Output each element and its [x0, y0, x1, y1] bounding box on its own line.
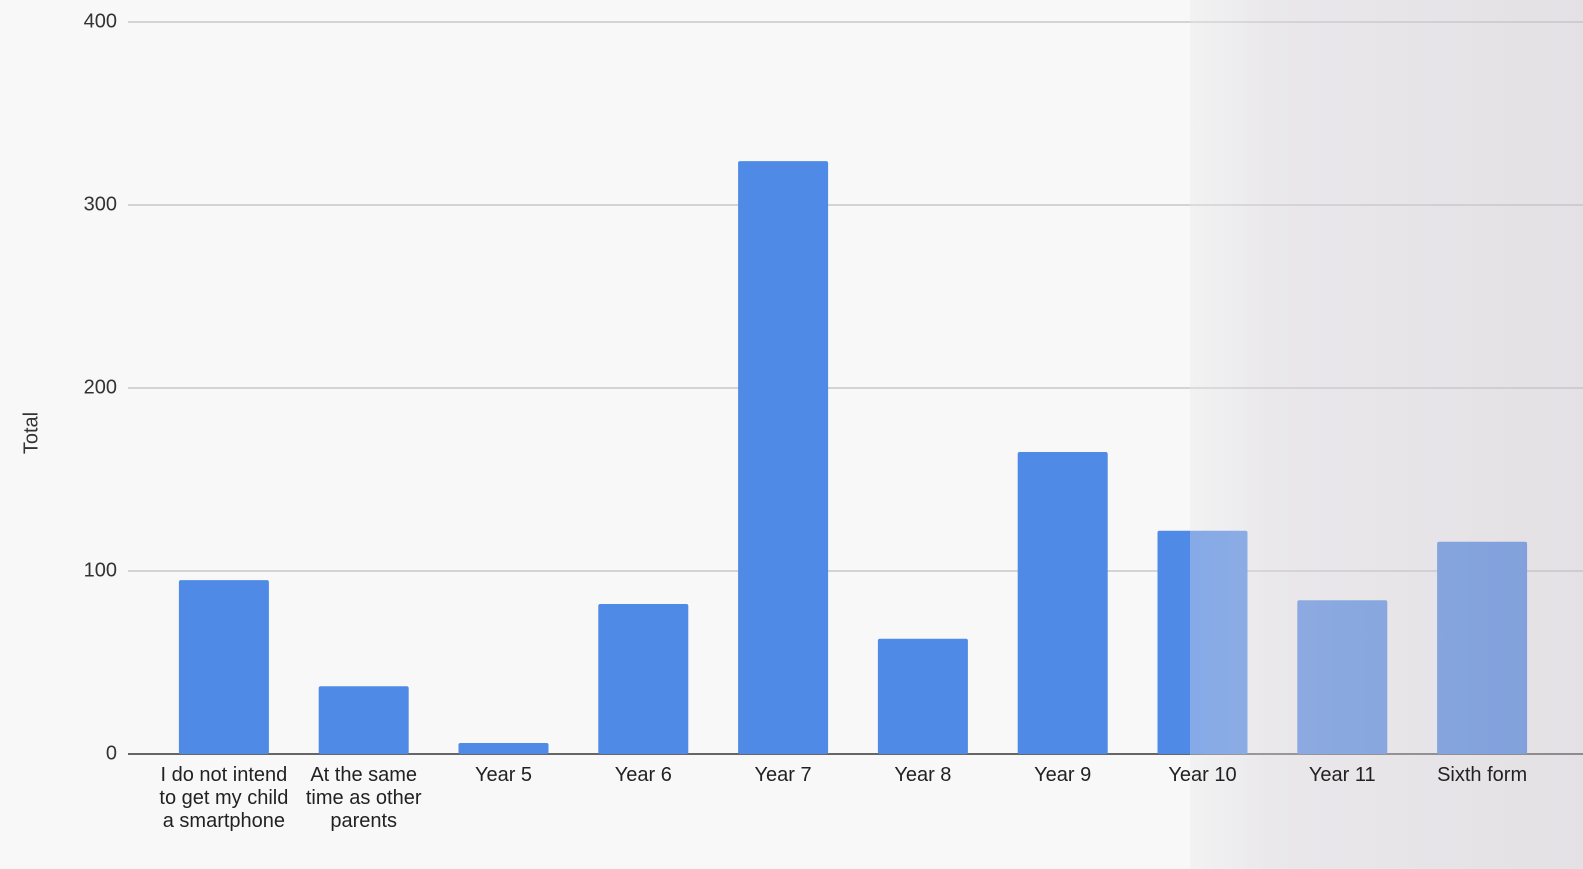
bar: [1017, 452, 1108, 754]
bar: [738, 161, 829, 754]
bar: [458, 743, 549, 754]
y-tick-label: 0: [106, 742, 117, 764]
overlay-panel: [1190, 0, 1583, 869]
x-tick-label: Year 5: [474, 764, 533, 786]
x-tick-label: At the same time as other parents: [305, 764, 422, 832]
y-tick-label: 200: [84, 376, 117, 398]
y-tick-label: 100: [84, 559, 117, 581]
y-tick-label: 300: [84, 193, 117, 215]
x-tick-label: Year 8: [894, 764, 952, 786]
y-tick-label: 400: [84, 10, 117, 32]
x-tick-label: Year 7: [754, 764, 812, 786]
bar: [178, 580, 269, 754]
x-tick-label: Year 6: [614, 764, 672, 786]
x-tick-label: Sixth form: [1437, 764, 1528, 786]
x-tick-label: I do not intend to get my child a smartp…: [159, 764, 289, 832]
y-axis-label: Total: [20, 412, 42, 454]
bar: [318, 686, 409, 754]
x-tick-label: Year 11: [1308, 764, 1376, 786]
bar: [877, 638, 968, 754]
x-tick-label: Year 9: [1034, 764, 1092, 786]
bar: [598, 603, 689, 754]
x-tick-label: Year 10: [1168, 764, 1237, 786]
